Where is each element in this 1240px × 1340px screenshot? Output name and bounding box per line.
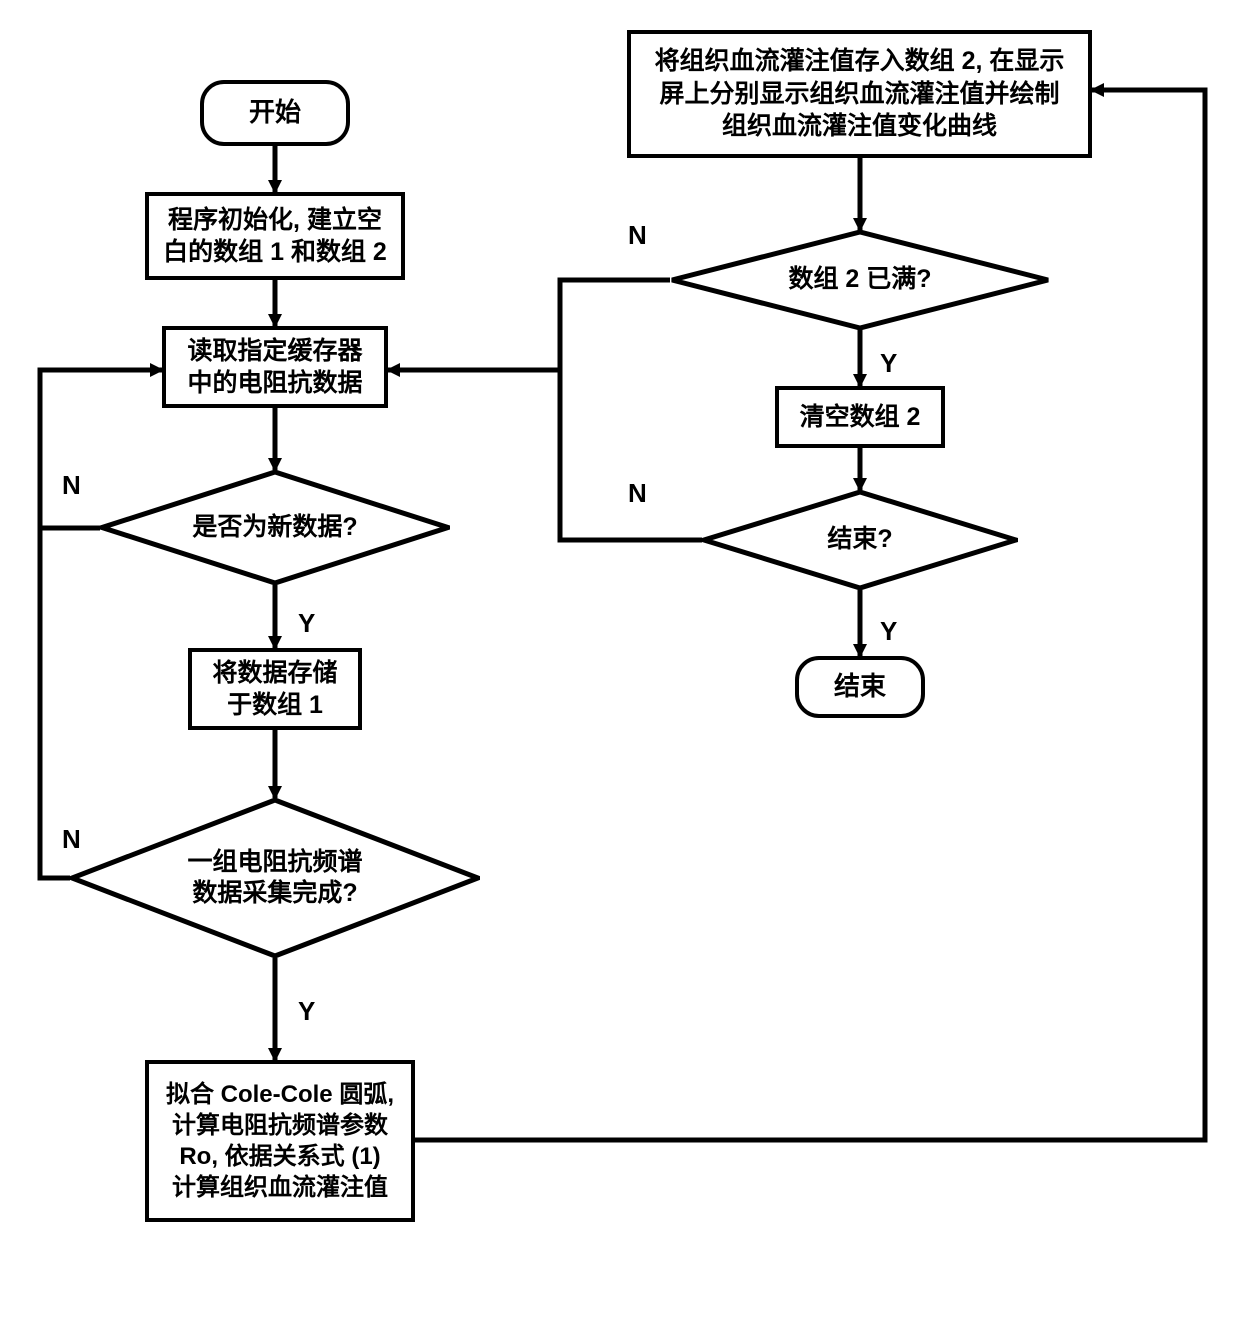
- node-array2-full: 数组 2 已满?: [670, 230, 1050, 330]
- node-start-label: 开始: [249, 96, 301, 130]
- node-group-done: 一组电阻抗频谱数据采集完成?: [70, 798, 480, 958]
- node-group-done-label: 一组电阻抗频谱数据采集完成?: [187, 847, 362, 910]
- node-read: 读取指定缓存器中的电阻抗数据: [162, 326, 388, 408]
- node-clear-array2: 清空数组 2: [775, 386, 945, 448]
- edge-label: N: [62, 826, 81, 852]
- edge-label: Y: [880, 350, 897, 376]
- node-store-array2: 将组织血流灌注值存入数组 2, 在显示屏上分别显示组织血流灌注值并绘制组织血流灌…: [627, 30, 1092, 158]
- edge-label: N: [628, 222, 647, 248]
- node-fit-cole: 拟合 Cole-Cole 圆弧,计算电阻抗频谱参数Ro, 依据关系式 (1)计算…: [145, 1060, 415, 1222]
- edge-label: Y: [298, 610, 315, 636]
- node-is-new-data: 是否为新数据?: [100, 470, 450, 585]
- node-end: 结束: [795, 656, 925, 718]
- node-store1-label: 将数据存储于数组 1: [212, 657, 337, 722]
- node-init-label: 程序初始化, 建立空白的数组 1 和数组 2: [163, 204, 387, 269]
- flowchart-canvas: 开始 程序初始化, 建立空白的数组 1 和数组 2 读取指定缓存器中的电阻抗数据…: [0, 0, 1240, 1340]
- node-arr2full-label: 数组 2 已满?: [788, 264, 931, 295]
- node-fit-label: 拟合 Cole-Cole 圆弧,计算电阻抗频谱参数Ro, 依据关系式 (1)计算…: [166, 1079, 394, 1204]
- node-end-label: 结束: [834, 670, 886, 704]
- edge-label: N: [628, 480, 647, 506]
- edge-label: Y: [298, 998, 315, 1024]
- node-read-label: 读取指定缓存器中的电阻抗数据: [187, 335, 362, 400]
- node-start: 开始: [200, 80, 350, 146]
- edge-label: Y: [880, 618, 897, 644]
- node-clear2-label: 清空数组 2: [800, 401, 921, 434]
- node-store2-label: 将组织血流灌注值存入数组 2, 在显示屏上分别显示组织血流灌注值并绘制组织血流灌…: [655, 45, 1065, 143]
- edge-label: N: [62, 472, 81, 498]
- node-end-q: 结束?: [702, 490, 1018, 590]
- node-init: 程序初始化, 建立空白的数组 1 和数组 2: [145, 192, 405, 280]
- node-endq-label: 结束?: [827, 524, 892, 555]
- node-store-array1: 将数据存储于数组 1: [188, 648, 362, 730]
- node-is-new-label: 是否为新数据?: [192, 512, 357, 543]
